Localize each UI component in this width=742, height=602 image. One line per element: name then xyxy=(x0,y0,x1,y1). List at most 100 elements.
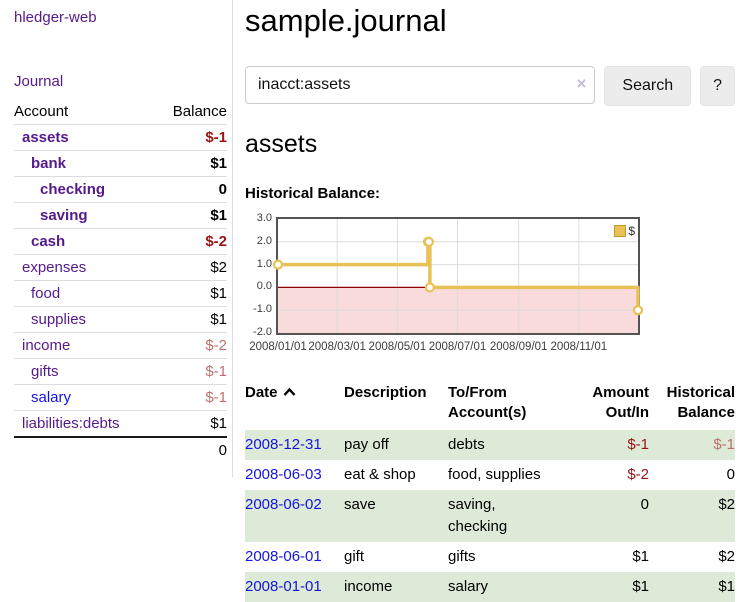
main-content: sample.journal × Search ? assets Histori… xyxy=(233,0,741,602)
account-balance: $-2 xyxy=(205,233,227,250)
chart-canvas xyxy=(272,219,644,333)
account-row: bank $1 xyxy=(14,150,227,177)
x-axis-tick-label: 2008/01/01 xyxy=(249,341,307,353)
transaction-accounts: food, supplies xyxy=(448,466,541,483)
transaction-balance: $2 xyxy=(649,490,735,542)
transaction-date-link[interactable]: 2008-06-01 xyxy=(245,548,322,565)
y-axis-tick-label: -1.0 xyxy=(253,303,272,316)
account-row: checking 0 xyxy=(14,176,227,203)
transaction-accounts: saving, checking xyxy=(448,490,561,542)
account-link[interactable]: assets xyxy=(22,129,69,146)
y-axis-tick-label: 2.0 xyxy=(256,234,272,247)
y-axis-tick-label: 1.0 xyxy=(256,257,272,270)
transaction-date-link[interactable]: 2008-06-03 xyxy=(245,466,322,483)
transaction-balance: $2 xyxy=(718,548,735,565)
register-header-description: Description xyxy=(344,384,427,401)
register-row: 2008-06-01 gift gifts $1 $2 xyxy=(245,542,735,572)
register-header-row: Date Description To/From Account(s) Amoun… xyxy=(245,380,735,430)
transaction-accounts: debts xyxy=(448,430,561,460)
transaction-description: eat & shop xyxy=(344,466,416,483)
transaction-amount: $-1 xyxy=(561,430,649,460)
help-button[interactable]: ? xyxy=(700,66,735,106)
register-row: 2008-01-01 income salary $1 $1 xyxy=(245,572,735,602)
account-balance: $-1 xyxy=(205,129,227,146)
chart-plot-area: $ xyxy=(272,217,644,335)
account-row: cash $-2 xyxy=(14,228,227,255)
x-axis-tick-label: 2008/03/01 xyxy=(308,341,366,353)
clear-search-icon[interactable]: × xyxy=(576,74,587,93)
account-balance: $1 xyxy=(210,207,227,224)
sidebar: hledger-web Journal Account Balance asse… xyxy=(0,0,233,477)
account-link[interactable]: checking xyxy=(40,181,106,198)
account-row: food $1 xyxy=(14,280,227,307)
account-link[interactable]: salary xyxy=(31,389,72,406)
account-balance: $-1 xyxy=(205,389,227,406)
account-link[interactable]: supplies xyxy=(31,311,87,328)
transaction-amount: $-2 xyxy=(627,466,649,483)
transaction-date-link[interactable]: 2008-01-01 xyxy=(245,578,322,595)
account-row: liabilities:debts $1 xyxy=(14,410,227,437)
accounts-header-row: Account Balance xyxy=(14,99,227,125)
account-link[interactable]: gifts xyxy=(31,363,59,380)
account-balance: $-1 xyxy=(205,363,227,380)
register-header-date[interactable]: Date xyxy=(245,380,344,430)
account-row: assets $-1 xyxy=(14,124,227,151)
transaction-balance: $1 xyxy=(649,572,735,602)
register-row: 2008-06-02 save saving, checking 0 $2 xyxy=(245,490,735,542)
account-row: expenses $2 xyxy=(14,254,227,281)
account-link[interactable]: expenses xyxy=(22,259,87,276)
chart-title: Historical Balance: xyxy=(245,185,381,202)
transaction-description: pay off xyxy=(344,430,448,460)
y-axis-tick-label: 3.0 xyxy=(256,212,272,224)
transaction-balance: $-1 xyxy=(649,430,735,460)
transaction-balance: 0 xyxy=(726,466,735,483)
search-box: × xyxy=(245,66,596,106)
accounts-header-balance: Balance xyxy=(172,103,227,120)
account-link[interactable]: food xyxy=(31,285,61,302)
account-row: salary $-1 xyxy=(14,384,227,411)
accounts-balance-table: Account Balance assets $-1 bank $1 check… xyxy=(14,99,227,463)
y-axis-tick-label: -2.0 xyxy=(253,326,272,338)
account-link[interactable]: cash xyxy=(31,233,66,250)
register-row: 2008-06-03 eat & shop food, supplies $-2… xyxy=(245,460,735,490)
transaction-amount: 0 xyxy=(561,490,649,542)
account-balance: 0 xyxy=(218,181,227,198)
account-heading: assets xyxy=(245,130,318,158)
register-header-balance: Historical Balance xyxy=(666,384,735,421)
account-link[interactable]: bank xyxy=(31,155,67,172)
transaction-accounts: gifts xyxy=(448,548,476,565)
app-title-link[interactable]: hledger-web xyxy=(14,9,97,26)
register-header-amount: Amount Out/In xyxy=(592,384,649,421)
x-axis-tick-label: 2008/07/01 xyxy=(428,341,487,353)
accounts-total-row: 0 xyxy=(14,437,227,463)
account-balance: $-2 xyxy=(205,337,227,354)
x-axis-tick-label: 2008/05/01 xyxy=(368,341,427,353)
sidebar-item-journal[interactable]: Journal xyxy=(14,73,64,90)
transaction-date-link[interactable]: 2008-12-31 xyxy=(245,436,322,453)
page-title: sample.journal xyxy=(245,3,447,38)
register-header-accounts: To/From Account(s) xyxy=(448,384,527,421)
sort-ascending-icon xyxy=(282,384,297,401)
account-row: saving $1 xyxy=(14,202,227,229)
chart-legend: $ xyxy=(612,223,637,239)
account-row: supplies $1 xyxy=(14,306,227,333)
transaction-amount: $1 xyxy=(561,572,649,602)
account-link[interactable]: liabilities:debts xyxy=(22,415,120,432)
account-balance: $1 xyxy=(210,155,227,172)
x-axis-tick-label: 2008/09/01 xyxy=(489,341,548,353)
transaction-description: save xyxy=(344,490,448,542)
historical-balance-chart: $ 3.0 2.0 1.0 0.0 -1.0 -2.0 2008/01/01 2008/03/… xyxy=(245,212,735,358)
register-row: 2008-12-31 pay off debts $-1 $-1 xyxy=(245,430,735,460)
account-balance: $1 xyxy=(210,285,227,302)
search-button[interactable]: Search xyxy=(604,66,692,106)
legend-swatch-icon xyxy=(614,225,627,237)
legend-label: $ xyxy=(628,224,635,238)
transaction-date-link[interactable]: 2008-06-02 xyxy=(245,496,322,513)
account-balance: $1 xyxy=(210,311,227,328)
accounts-header-account: Account xyxy=(14,103,69,120)
account-link[interactable]: saving xyxy=(40,207,88,224)
search-input[interactable] xyxy=(245,66,596,104)
account-balance: $1 xyxy=(210,415,227,432)
account-link[interactable]: income xyxy=(22,337,71,354)
